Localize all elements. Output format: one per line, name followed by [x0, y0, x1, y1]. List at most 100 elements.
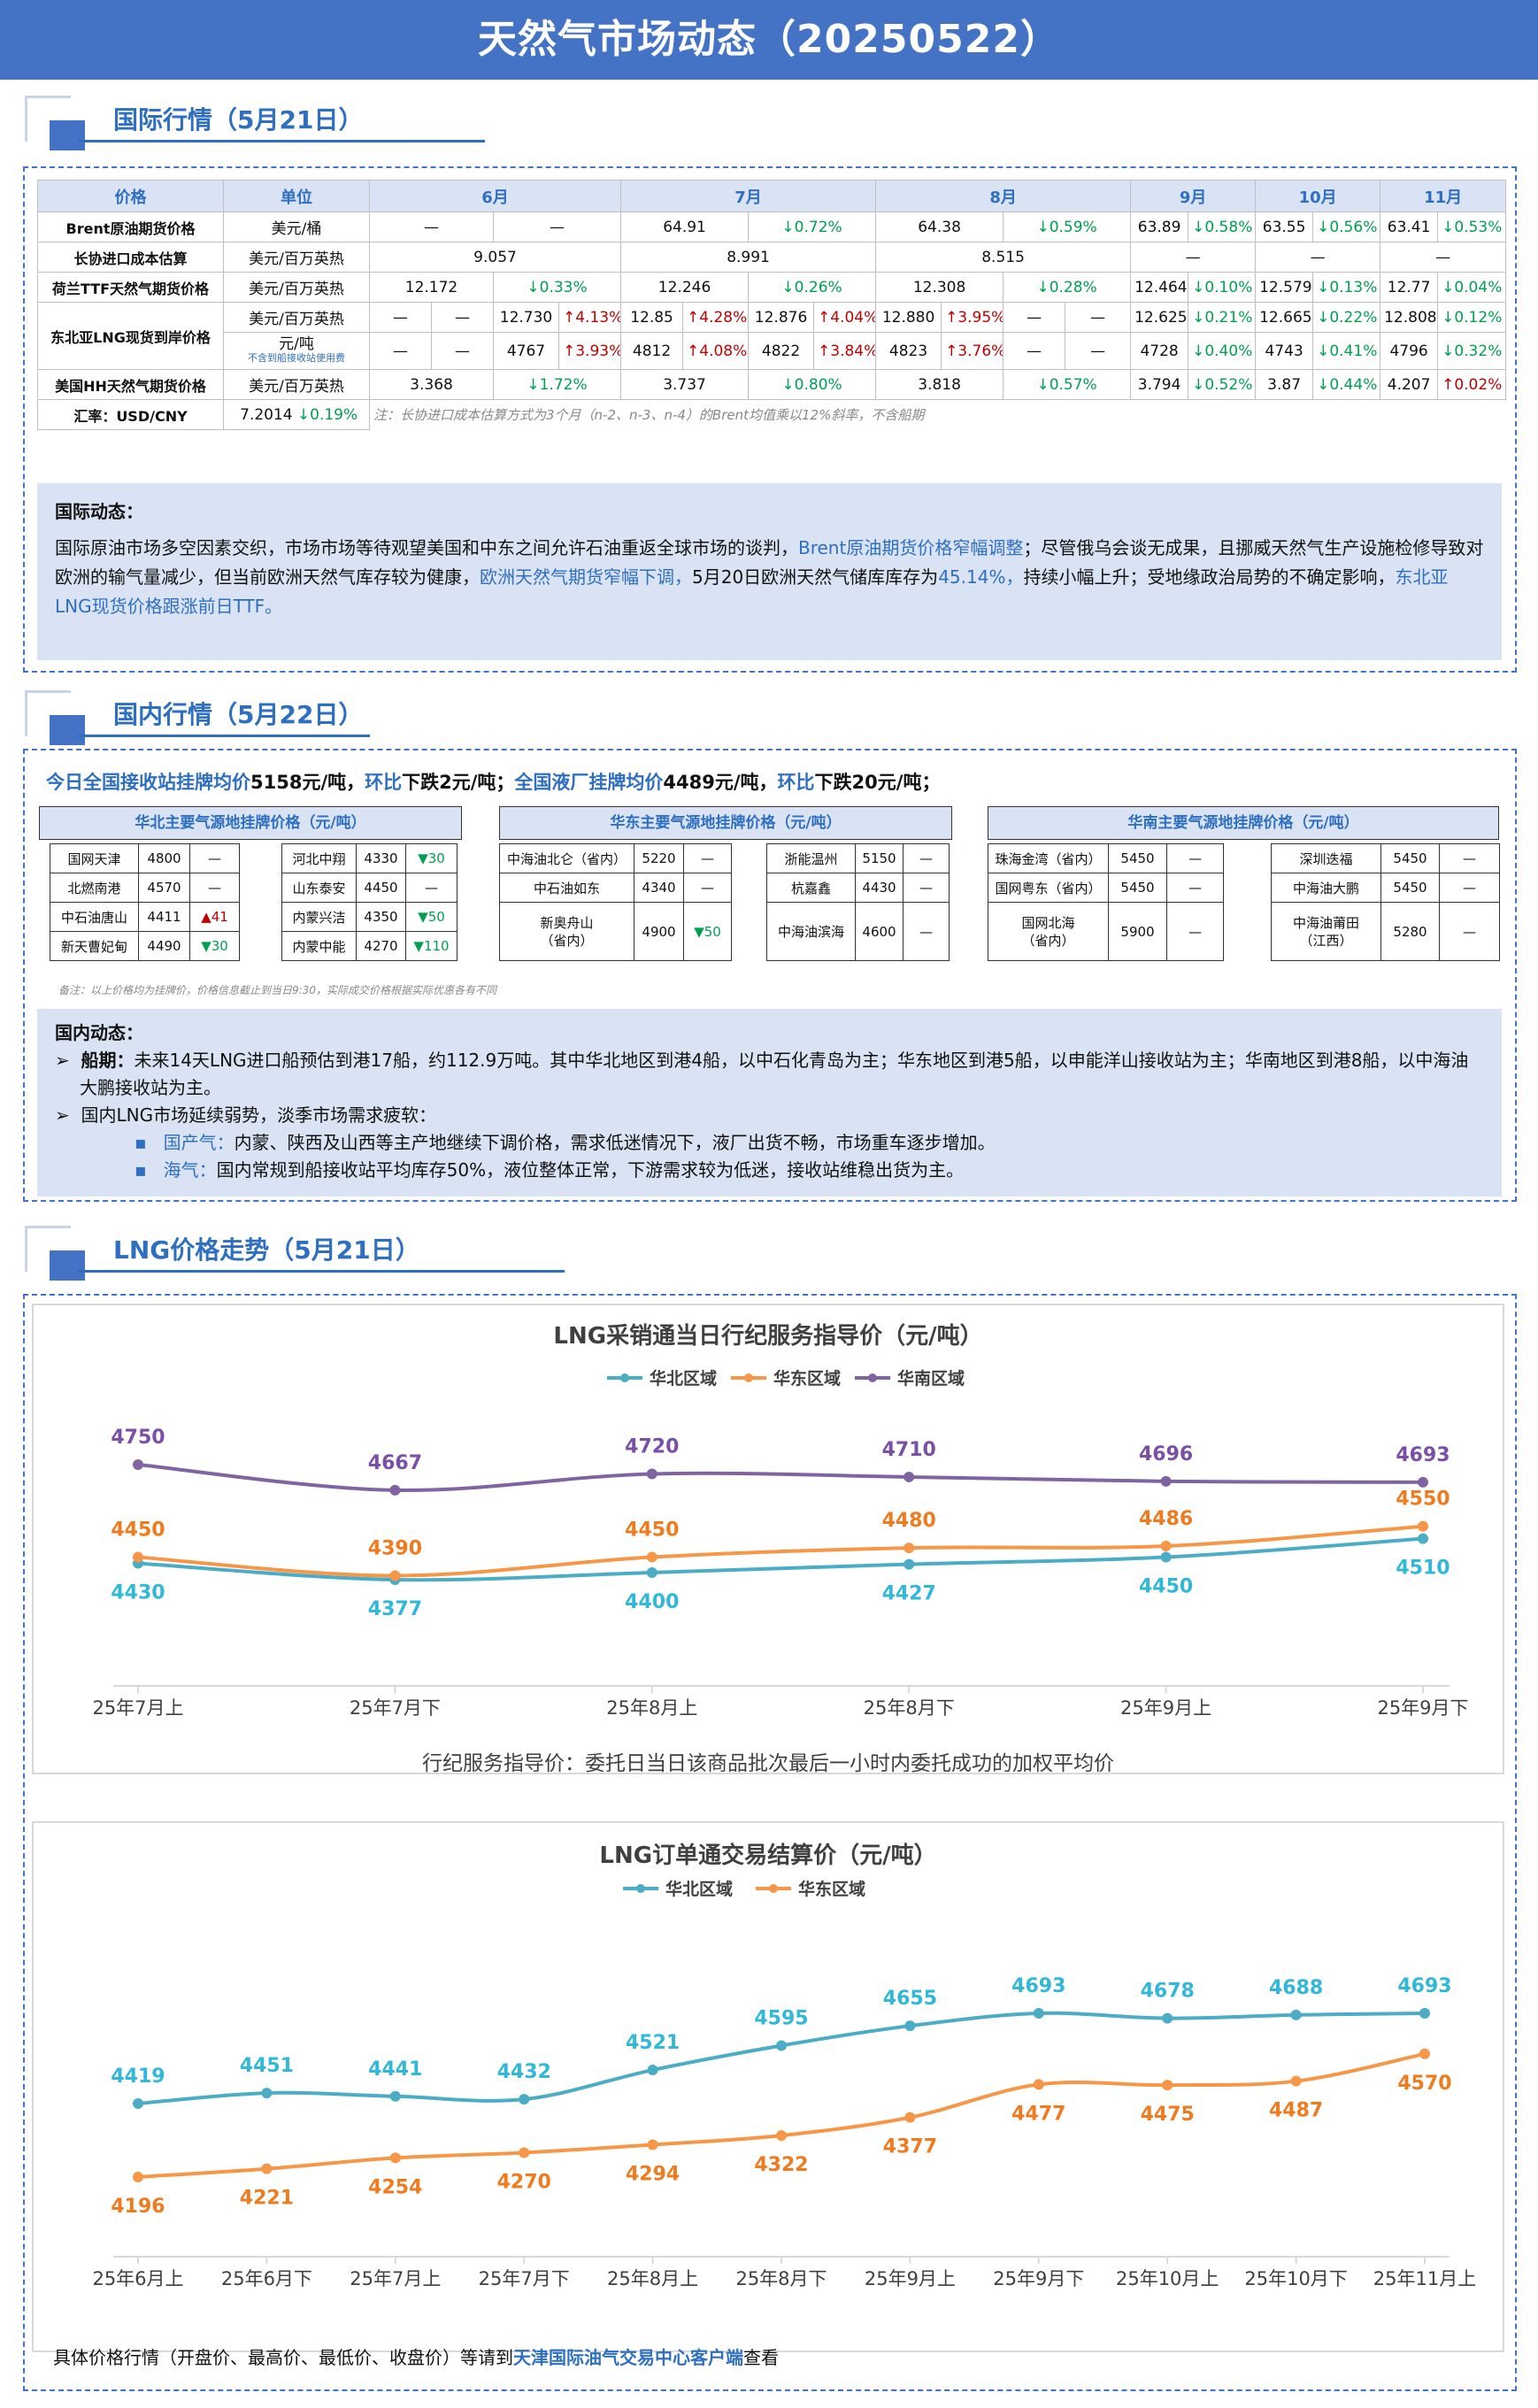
data-point — [261, 2088, 273, 2099]
table-row-fx: 汇率：USD/CNY 7.2014 ↓0.19% 注：长协进口成本估算方式为3个月… — [37, 399, 1506, 430]
data-point — [389, 2090, 401, 2102]
client-link[interactable]: 天津国际油气交易中心客户端 — [513, 2347, 743, 2368]
x-tick-label: 25年9月上 — [1120, 1697, 1211, 1719]
data-point — [1160, 1551, 1172, 1563]
data-label: 4427 — [882, 1583, 936, 1605]
data-label: 4254 — [368, 2176, 422, 2198]
legend-item[interactable]: 华北区域 — [623, 1879, 733, 1899]
x-tick-label: 25年9月上 — [865, 2268, 956, 2289]
series-line — [137, 1524, 1424, 1578]
data-point — [1419, 2008, 1430, 2019]
data-point — [133, 1459, 143, 1470]
intl-price-table: 价格 单位 6月 7月 8月 9月 10月 11月 Brent原油期货价格 美元… — [37, 180, 1507, 430]
x-tick-label: 25年7月上 — [92, 1697, 183, 1719]
data-label: 4510 — [1396, 1558, 1450, 1580]
section-title: 国内行情（5月22日） — [113, 700, 364, 729]
col-header: 价格 — [37, 180, 224, 212]
data-label: 4377 — [368, 1598, 422, 1620]
legend-label: 华东区域 — [798, 1879, 865, 1899]
data-label: 4710 — [882, 1439, 936, 1461]
intl-news: 国际动态： 国际原油市场多空因素交织，市场市场等待观望美国和中东之间允许石油重返… — [37, 483, 1502, 660]
data-point — [1162, 2080, 1173, 2091]
data-point — [1160, 1541, 1172, 1552]
data-point — [519, 2147, 530, 2158]
chart-title: LNG采销通当日行纪服务指导价（元/吨） — [553, 1323, 983, 1350]
domestic-panel — [23, 749, 1517, 1202]
east-title: 华东主要气源地挂牌价格（元/吨） — [499, 806, 952, 840]
page-title: 天然气市场动态（20250522） — [0, 0, 1538, 80]
x-tick-label: 25年8月上 — [606, 1697, 697, 1719]
col-header: 9月 — [1130, 180, 1257, 212]
south-title: 华南主要气源地挂牌价格（元/吨） — [988, 806, 1499, 840]
chart-title: LNG订单通交易结算价（元/吨） — [599, 1843, 937, 1869]
data-point — [133, 2097, 143, 2109]
table-row-nea-2: 元/吨 不含到船接收站使用费 — — 4767 ↑3.93% 4812 ↑4.08% 4… — [38, 332, 1507, 370]
domestic-news: 国内动态： ➢ 船期：未来14天LNG进口船预估到港17船，约112.9万吨。其… — [37, 1009, 1502, 1196]
x-tick-label: 25年7月下 — [479, 2268, 570, 2289]
data-point — [389, 1570, 401, 1581]
legend-item[interactable]: 华北区域 — [607, 1368, 717, 1389]
north-left-table: 国网天津 4800— 北燃南港 4570— 中石油唐山 4411 ▲41 新天曹妃甸 44… — [50, 843, 240, 961]
legend-item[interactable]: 华东区域 — [731, 1368, 841, 1389]
data-label: 4475 — [1141, 2104, 1195, 2126]
data-label: 4750 — [111, 1427, 165, 1449]
domestic-summary: 今日全国接收站挂牌均价5158元/吨，环比下跌2元/吨；全国液厂挂牌均价4489… — [46, 772, 941, 793]
legend-item[interactable]: 华东区域 — [756, 1879, 865, 1899]
data-point — [1160, 1475, 1172, 1487]
data-label: 4655 — [883, 1988, 937, 2010]
x-tick-label: 25年8月下 — [864, 1697, 955, 1719]
col-header: 11月 — [1380, 180, 1507, 212]
data-point — [904, 1558, 915, 1570]
data-point — [133, 2172, 143, 2182]
data-point — [1418, 1520, 1428, 1532]
data-label: 4487 — [1269, 2100, 1323, 2122]
data-point — [519, 2094, 530, 2105]
data-label: 4270 — [497, 2171, 551, 2193]
data-label: 4377 — [883, 2136, 937, 2158]
data-label: 4693 — [1397, 1975, 1451, 1997]
data-point — [904, 2020, 916, 2032]
data-point — [1418, 1476, 1428, 1488]
x-tick-label: 25年6月上 — [92, 2268, 183, 2289]
east-left-table: 中海油北仑（省内） 5220— 中石油如东 4340— 新奥舟山 （省内） 4900 ▼… — [499, 843, 732, 961]
section-header-domestic: 国内行情（5月22日） — [25, 690, 467, 745]
chart-guidance-price: LNG采销通当日行纪服务指导价（元/吨） 华北区域 华东区域 华南区域 25年7月上 2… — [32, 1304, 1504, 1775]
col-header: 7月 — [620, 180, 877, 212]
data-label: 4432 — [497, 2061, 551, 2083]
data-label: 4693 — [1011, 1975, 1065, 1997]
data-point — [646, 1468, 657, 1480]
col-header: 6月 — [368, 180, 622, 212]
domestic-note: 备注：以上价格均为挂牌价，价格信息截止到当日9:30，实际成交价格根据实际优惠各… — [58, 984, 496, 996]
data-label: 4570 — [1397, 2073, 1451, 2095]
data-label: 4696 — [1139, 1443, 1193, 1466]
col-header: 单位 — [223, 180, 370, 212]
legend-item[interactable]: 华南区域 — [855, 1368, 965, 1389]
legend-label: 华东区域 — [773, 1368, 841, 1389]
table-row-ttf: 荷兰TTF天然气期货价格 美元/百万英热 12.172 ↓0.33% 12.24… — [37, 272, 1507, 303]
north-title: 华北主要气源地挂牌价格（元/吨） — [39, 806, 462, 840]
data-point — [776, 2040, 787, 2051]
x-tick-label: 25年7月下 — [350, 1697, 441, 1719]
east-right-table: 浙能温州 5150— 杭嘉鑫 4430— 中海油滨海 4600— — [766, 843, 950, 961]
data-label: 4441 — [368, 2058, 422, 2081]
trend-panel — [23, 1294, 1517, 2391]
x-tick-label: 25年10月上 — [1116, 2268, 1219, 2289]
data-label: 4450 — [625, 1519, 679, 1542]
x-tick-label: 25年7月上 — [350, 2268, 441, 2289]
chart-svg: 华北区域 华东区域 华南区域 25年7月上 25年7月下 25年8月上 25年8月下 25年9… — [92, 1368, 1468, 1719]
data-point — [389, 1484, 401, 1496]
table-row-nea-1: 东北亚LNG现货到岸价格 美元/百万英热 — — 12.730 ↑4.13% 12.… — [37, 302, 1507, 370]
data-label: 4521 — [626, 2032, 680, 2054]
section-title: 国际行情（5月21日） — [113, 105, 364, 135]
data-label: 4550 — [1396, 1489, 1450, 1511]
data-label: 4400 — [625, 1591, 679, 1613]
data-point — [1290, 2075, 1302, 2087]
legend-label: 华北区域 — [650, 1368, 717, 1389]
table-row-ltc: 长协进口成本估算 美元/百万英热 9.057 8.991 8.515 — — — — [37, 242, 1507, 273]
data-point — [1033, 2008, 1044, 2019]
data-label: 4451 — [240, 2055, 294, 2077]
south-right-table: 深圳迭福 5450— 中海油大鹏 5450— 中海油莆田 （江西） 5280— — [1271, 843, 1500, 961]
data-label: 4294 — [626, 2164, 680, 2186]
south-left-table: 珠海金湾（省内） 5450— 国网粤东（省内） 5450— 国网北海 （省内） 590… — [988, 843, 1224, 961]
data-point — [389, 2152, 401, 2164]
